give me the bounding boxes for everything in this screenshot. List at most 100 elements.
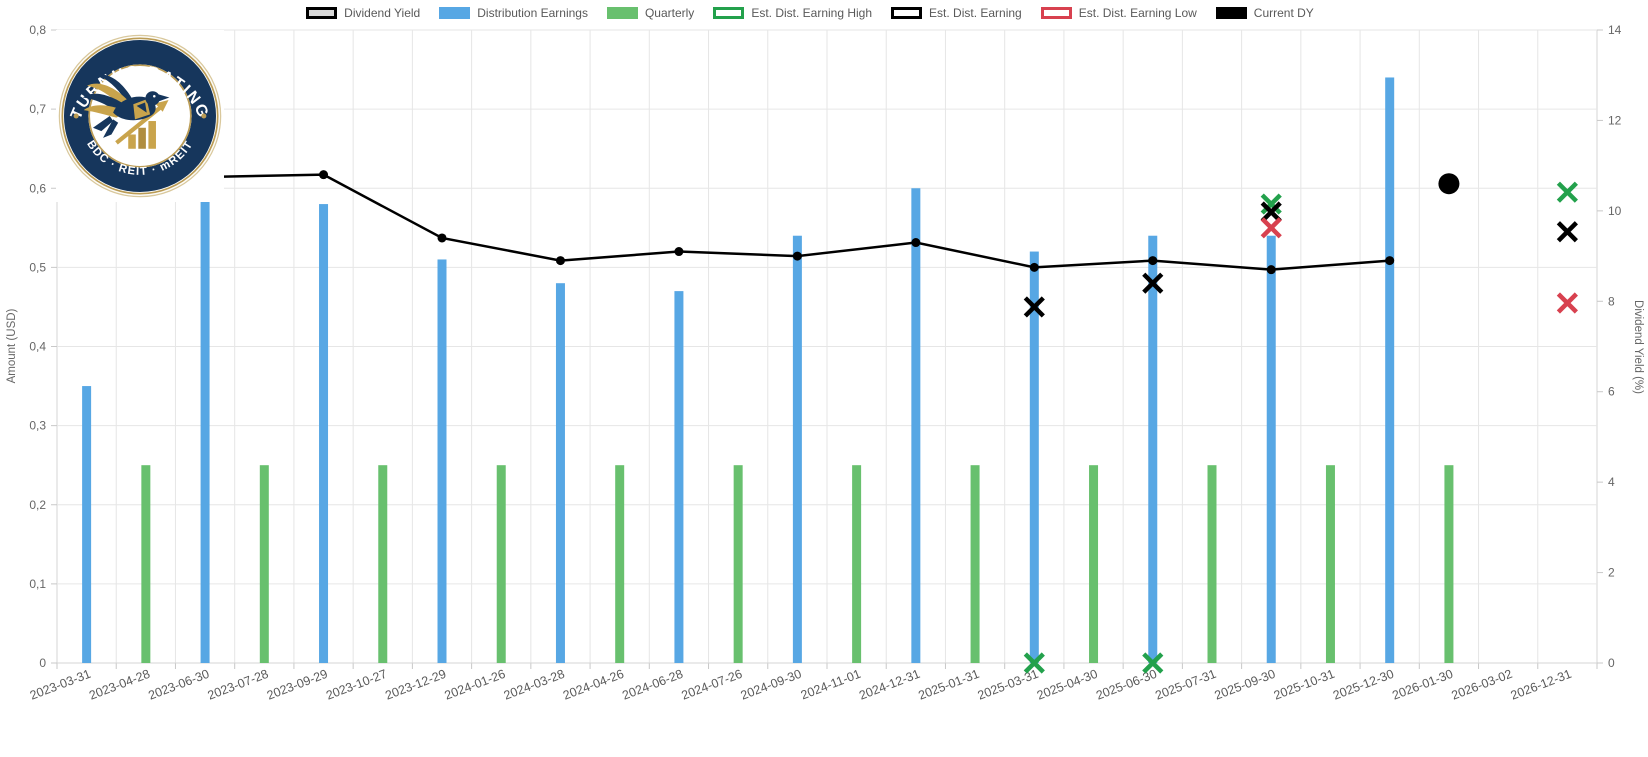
quarterly-bar	[1325, 465, 1335, 663]
quarterly-bar	[733, 465, 743, 663]
dividend-yield-point	[911, 238, 921, 248]
x-axis-tick-label: 2025-03-31	[976, 667, 1041, 703]
dividend-yield-point	[555, 256, 565, 266]
est-dist-earning-high-marker	[1023, 652, 1045, 674]
est-dist-earning-low-marker	[1260, 217, 1282, 239]
distribution-earnings-bar	[1385, 77, 1395, 664]
distribution-earnings-bar	[1029, 251, 1039, 664]
x-axis-tick-label: 2023-10-27	[324, 667, 389, 703]
quarterly-bar	[615, 465, 625, 663]
est-dist-earning-high-marker	[1260, 193, 1282, 215]
legend-label: Est. Dist. Earning High	[751, 6, 873, 20]
x-axis-tick-label: 2025-04-30	[1035, 667, 1100, 703]
left-axis-tick-label: 0,5	[29, 260, 46, 274]
dividend-yield-point	[1385, 256, 1395, 266]
legend-item-dividend-yield[interactable]: Dividend Yield	[306, 6, 420, 20]
chart-legend: Dividend Yield Distribution Earnings Quart…	[0, 6, 1620, 20]
right-axis-tick-label: 10	[1608, 204, 1622, 218]
current-dy-point	[1438, 173, 1460, 195]
est-dist-earning-low-swatch-icon	[1040, 7, 1072, 19]
dividend-yield-point	[792, 251, 802, 261]
quarterly-bar	[852, 465, 862, 663]
legend-item-current-dy[interactable]: Current DY	[1215, 6, 1314, 20]
legend-label: Est. Dist. Earning	[929, 6, 1022, 20]
x-axis-tick-label: 2025-10-31	[1272, 667, 1337, 703]
dividend-yield-point	[319, 170, 329, 180]
est-dist-earning-high-markers	[1023, 181, 1578, 674]
quarterly-bar	[1207, 465, 1217, 663]
x-axis-tick-label: 2024-12-31	[857, 667, 922, 703]
legend-item-est-dist-earning-low[interactable]: Est. Dist. Earning Low	[1040, 6, 1197, 20]
est-dist-earning-swatch-icon	[891, 7, 923, 19]
dividend-yield-point	[674, 247, 684, 257]
dividend-yield-line	[86, 173, 1390, 271]
quarterly-bar	[259, 465, 269, 663]
quarterly-bar	[141, 465, 151, 663]
distribution-earnings-bar	[1266, 235, 1276, 663]
x-axis-tick-label: 2024-01-26	[443, 667, 508, 703]
x-axis-tick-label: 2025-09-30	[1213, 667, 1278, 703]
right-axis-tick-label: 4	[1608, 475, 1615, 489]
left-axis-tick-label: 0,1	[29, 577, 46, 591]
left-axis-tick-label: 0,2	[29, 498, 46, 512]
legend-label: Distribution Earnings	[477, 6, 588, 20]
left-axis-tick-label: 0,6	[29, 181, 46, 195]
x-axis-tick-label: 2023-04-28	[87, 667, 152, 703]
distribution-earnings-bars	[82, 77, 1395, 664]
company-logo: STURNUS RATINGS BDC · REIT · mREIT	[50, 19, 224, 202]
sturnus-ratings-logo-icon: STURNUS RATINGS BDC · REIT · mREIT	[50, 19, 222, 198]
x-axis-tick-label: 2023-06-30	[146, 667, 211, 703]
dividend-yield-point	[1029, 262, 1039, 272]
current-dy-swatch-icon	[1215, 7, 1247, 19]
gridlines	[51, 29, 1603, 669]
legend-item-est-dist-earning-high[interactable]: Est. Dist. Earning High	[713, 6, 872, 20]
est-dist-earning-marker	[1556, 221, 1578, 243]
dividend-yield-point	[1266, 265, 1276, 275]
x-axis-tick-label: 2025-06-30	[1094, 667, 1159, 703]
x-axis-tick-label: 2023-07-28	[206, 667, 271, 703]
est-dist-earning-high-swatch-icon	[713, 7, 745, 19]
est-dist-earning-high-marker	[1142, 652, 1164, 674]
dividend-yield-swatch-icon	[306, 7, 338, 19]
quarterly-bar	[1444, 465, 1454, 663]
right-axis-tick-label: 14	[1608, 23, 1622, 37]
distribution-earnings-bar	[82, 386, 92, 663]
est-dist-earning-marker	[1260, 201, 1282, 223]
starling-bird-icon	[82, 74, 170, 149]
legend-item-distribution-earnings[interactable]: Distribution Earnings	[439, 6, 588, 20]
legend-label: Quarterly	[644, 6, 695, 20]
left-axis-tick-label: 0	[39, 656, 46, 670]
distribution-earnings-swatch-icon	[439, 7, 471, 19]
x-axis-tick-label: 2024-03-28	[502, 667, 567, 703]
x-axis-tick-label: 2024-07-26	[680, 667, 745, 703]
quarterly-bars	[141, 465, 1454, 663]
x-axis-tick-label: 2023-09-29	[265, 667, 330, 703]
x-axis-tick-label: 2025-01-31	[916, 667, 981, 703]
x-axis-tick-label: 2026-03-02	[1450, 667, 1515, 703]
distribution-earnings-bar	[437, 259, 447, 663]
x-axis-tick-label: 2024-11-01	[799, 667, 863, 703]
quarterly-bar	[378, 465, 388, 663]
distribution-earnings-bar	[911, 188, 921, 663]
distribution-earnings-bar	[200, 200, 210, 663]
est-dist-earning-markers	[1023, 201, 1578, 318]
left-axis-tick-label: 0,4	[29, 340, 46, 354]
x-axis-tick-label: 2024-09-30	[739, 667, 804, 703]
right-axis-title: Dividend Yield (%)	[1632, 300, 1644, 394]
x-axis-tick-label: 2023-12-29	[383, 667, 448, 703]
distribution-earnings-bar	[1148, 235, 1158, 663]
legend-item-est-dist-earning[interactable]: Est. Dist. Earning	[891, 6, 1022, 20]
quarterly-bar	[496, 465, 506, 663]
legend-label: Dividend Yield	[344, 6, 421, 20]
distribution-earnings-bar	[319, 204, 329, 663]
legend-item-quarterly[interactable]: Quarterly	[606, 6, 695, 20]
quarterly-bar	[970, 465, 980, 663]
right-axis-tick-label: 0	[1608, 656, 1615, 670]
est-dist-earning-low-marker	[1556, 292, 1578, 314]
right-axis-tick-label: 6	[1608, 385, 1615, 399]
left-axis-title: Amount (USD)	[6, 308, 18, 383]
x-axis-tick-label: 2026-12-31	[1509, 667, 1574, 703]
est-dist-earning-marker	[1142, 272, 1164, 294]
